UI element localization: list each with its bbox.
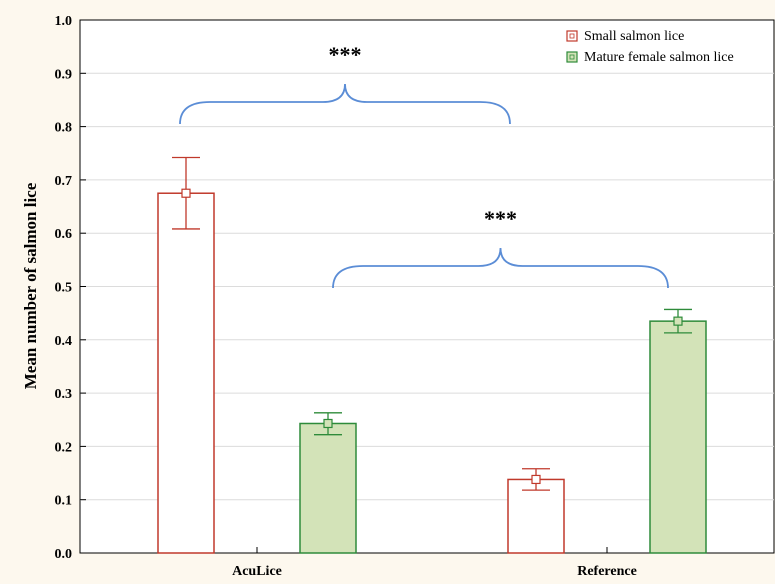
x-tick-label: Reference: [577, 564, 637, 579]
bar: [157, 192, 215, 554]
y-tick-label: 0.8: [55, 121, 73, 136]
mean-marker: [531, 474, 541, 485]
axes: 0.0 0.1 0.2 0.3 0.4 0.5 0.6 0.7 0.8 0.9 1.0 AcuLice…: [55, 14, 637, 579]
annotations: *** ***: [179, 42, 669, 289]
y-tick-label: 0.6: [55, 227, 73, 242]
y-tick-label: 0.3: [55, 387, 73, 402]
legend-label: Mature female salmon lice: [584, 50, 734, 65]
y-axis-title: Mean number of salmon lice: [21, 182, 40, 389]
legend-swatch: [566, 30, 578, 42]
legend: Small salmon lice Mature female salmon li…: [566, 29, 734, 65]
y-tick-label: 0.5: [55, 281, 73, 296]
y-tick-label: 0.9: [55, 67, 73, 82]
legend-marker: [569, 33, 575, 39]
legend-swatch: [566, 51, 578, 63]
significance-label: ***: [329, 42, 362, 67]
bar: [649, 320, 707, 554]
legend-label: Small salmon lice: [584, 29, 684, 44]
y-tick-label: 0.1: [55, 494, 73, 509]
bar: [299, 422, 357, 554]
y-tick-label: 0.2: [55, 440, 73, 455]
significance-bracket: [332, 247, 669, 289]
y-tick-label: 1.0: [55, 14, 73, 29]
bar: [507, 478, 565, 554]
mean-marker: [181, 188, 191, 198]
y-tick-label: 0.4: [55, 334, 73, 349]
y-tick-label: 0.0: [55, 547, 73, 562]
mean-marker: [323, 418, 333, 429]
significance-label: ***: [484, 206, 517, 231]
y-tick-label: 0.7: [55, 174, 73, 189]
significance-bracket: [179, 83, 511, 125]
x-tick-label: AcuLice: [232, 564, 282, 579]
mean-marker: [673, 316, 683, 326]
legend-marker: [569, 54, 575, 60]
bars: [157, 156, 707, 554]
